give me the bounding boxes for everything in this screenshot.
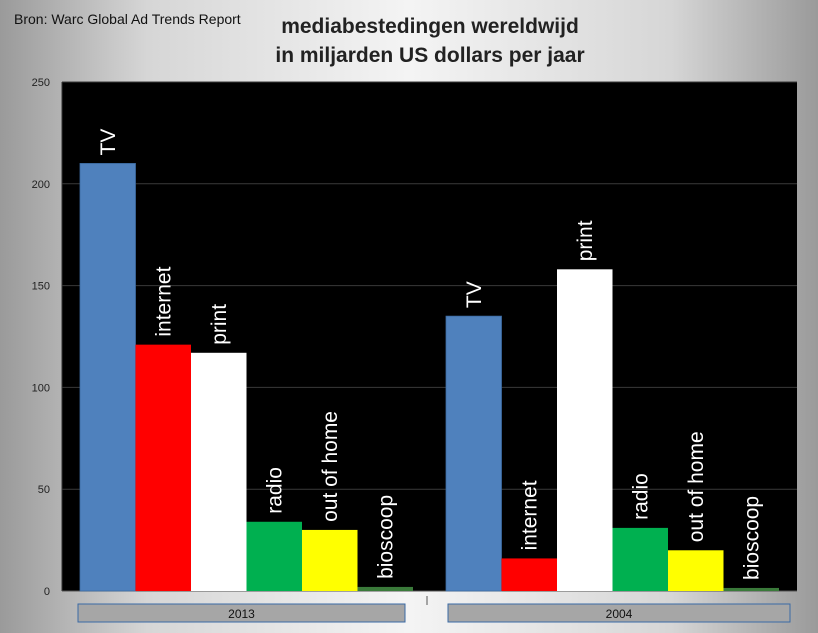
bar-2013-out-of-home — [302, 529, 358, 591]
y-tick-label: 0 — [44, 586, 50, 598]
bar-label: TV — [463, 281, 486, 308]
y-tick-label: 50 — [38, 484, 50, 496]
category-label: 2004 — [606, 607, 633, 621]
y-tick-label: 100 — [32, 382, 50, 394]
bar-label: internet — [152, 266, 175, 336]
bar-label: internet — [518, 480, 541, 550]
bar-2013-TV — [79, 163, 136, 592]
bar-label: bioscoop — [374, 495, 397, 579]
y-tick-label: 200 — [32, 179, 50, 191]
bar-2004-internet — [501, 558, 557, 591]
bar-label: out of home — [685, 431, 708, 542]
bar-label: print — [208, 304, 231, 345]
bar-label: TV — [97, 129, 120, 156]
bar-2004-radio — [612, 527, 668, 591]
y-tick-label: 150 — [32, 281, 50, 293]
category-label: 2013 — [228, 607, 255, 621]
chart-title: mediabestedingen wereldwijd in miljarden… — [240, 12, 620, 70]
bar-2004-TV — [445, 315, 502, 592]
source-note: Bron: Warc Global Ad Trends Report — [14, 11, 241, 27]
category-box — [447, 603, 791, 623]
chart-title-line-2: in miljarden US dollars per jaar — [275, 44, 585, 67]
bar-label: radio — [629, 473, 652, 520]
bar-2013-radio — [246, 521, 302, 591]
bar-label: bioscoop — [740, 496, 763, 580]
bar-label: radio — [263, 467, 286, 514]
bar-2004-bioscoop — [723, 587, 779, 591]
bar-2013-print — [191, 352, 247, 591]
bar-label: out of home — [319, 411, 342, 522]
bar-2004-out-of-home — [668, 550, 724, 591]
bar-2004-print — [557, 269, 613, 591]
category-box — [77, 603, 406, 623]
bar-label: print — [574, 220, 597, 261]
chart-title-line-1: mediabestedingen wereldwijd — [281, 15, 579, 38]
y-tick-label: 250 — [32, 77, 50, 89]
bar-2013-internet — [135, 344, 191, 591]
bar-2013-bioscoop — [357, 586, 413, 591]
